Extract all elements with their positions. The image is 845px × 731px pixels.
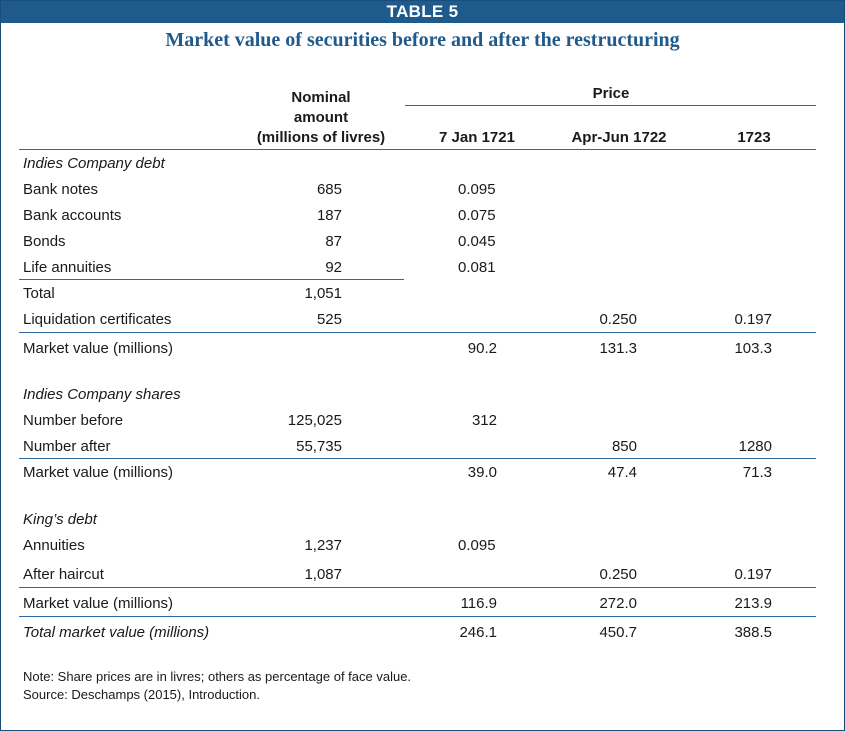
row-price-1: 0.075 (458, 207, 496, 224)
header-nominal-line3: (millions of livres) (256, 129, 386, 146)
header-date-1: 7 Jan 1721 (439, 129, 515, 146)
row-nominal: 92 (325, 259, 342, 276)
market-value-price-1: 39.0 (467, 464, 497, 481)
market-value-label: Market value (millions) (23, 464, 174, 481)
subtotal-rule (19, 279, 404, 280)
row-nominal: 55,735 (296, 438, 342, 455)
header-date-3: 1723 (737, 129, 771, 146)
row-label: Number before (23, 412, 124, 429)
market-value-price-2: 47.4 (607, 464, 637, 481)
row-price-1: 0.095 (458, 537, 496, 554)
row-price-1: 0.045 (458, 233, 496, 250)
market-value-price-3: 213.9 (734, 595, 772, 612)
row-price-2: 0.250 (599, 566, 637, 583)
row-nominal: 685 (316, 181, 342, 198)
row-label: Number after (23, 438, 111, 455)
row-nominal: 1,087 (304, 566, 342, 583)
market-value-price-1: 90.2 (467, 340, 497, 357)
header-date-2: Apr-Jun 1722 (571, 129, 667, 146)
market-value-price-2: 131.3 (599, 340, 637, 357)
row-label: Life annuities (23, 259, 112, 276)
row-nominal: 87 (325, 233, 342, 250)
row-nominal: 1,051 (304, 285, 342, 302)
row-label: After haircut (23, 566, 104, 583)
market-rule (19, 458, 816, 459)
row-label: Liquidation certificates (23, 311, 172, 328)
market-value-price-2: 272.0 (599, 595, 637, 612)
market-value-price-3: 103.3 (734, 340, 772, 357)
table-title: Market value of securities before and af… (165, 29, 680, 51)
row-label: Bank notes (23, 181, 99, 198)
section-heading-debt: Indies Company debt (23, 155, 165, 172)
row-price-1: 0.095 (458, 181, 496, 198)
row-price-2: 0.250 (599, 311, 637, 328)
market-value-label: Market value (millions) (23, 340, 174, 357)
total-market-value-price-3: 388.5 (734, 624, 772, 641)
table-note: Note: Share prices are in livres; others… (23, 669, 412, 684)
row-nominal: 1,237 (304, 537, 342, 554)
total-market-value-price-2: 450.7 (599, 624, 637, 641)
market-value-price-1: 116.9 (460, 595, 497, 612)
header-nominal-line2: amount (293, 109, 349, 126)
row-nominal: 125,025 (287, 412, 342, 429)
row-price-1: 0.081 (458, 259, 496, 276)
section-heading-shares: Indies Company shares (23, 386, 181, 403)
row-price-2: 850 (611, 438, 637, 455)
table-source: Source: Deschamps (2015), Introduction. (23, 687, 261, 702)
row-price-3: 0.197 (734, 311, 772, 328)
row-label: Bank accounts (23, 207, 122, 224)
market-value-price-3: 71.3 (742, 464, 772, 481)
row-label: Annuities (23, 537, 85, 554)
header-rule (19, 149, 816, 150)
row-nominal: 187 (316, 207, 342, 224)
row-label: Bonds (23, 233, 66, 250)
market-rule (19, 587, 816, 588)
total-market-value-label: Total market value (millions) (23, 624, 210, 641)
table-banner: TABLE 5 (1, 1, 844, 23)
row-price-3: 0.197 (734, 566, 772, 583)
header-price: Price (592, 85, 630, 102)
price-header-rule (405, 105, 816, 106)
row-price-1: 312 (471, 412, 497, 429)
header-nominal-line1: Nominal (291, 89, 351, 106)
market-value-label: Market value (millions) (23, 595, 174, 612)
row-price-3: 1280 (738, 438, 772, 455)
total-market-value-price-1: 246.1 (459, 624, 497, 641)
section-heading-king: King’s debt (23, 511, 97, 528)
row-nominal: 525 (316, 311, 342, 328)
market-rule (19, 332, 816, 333)
total-rule (19, 616, 816, 617)
row-label: Total (23, 285, 55, 302)
